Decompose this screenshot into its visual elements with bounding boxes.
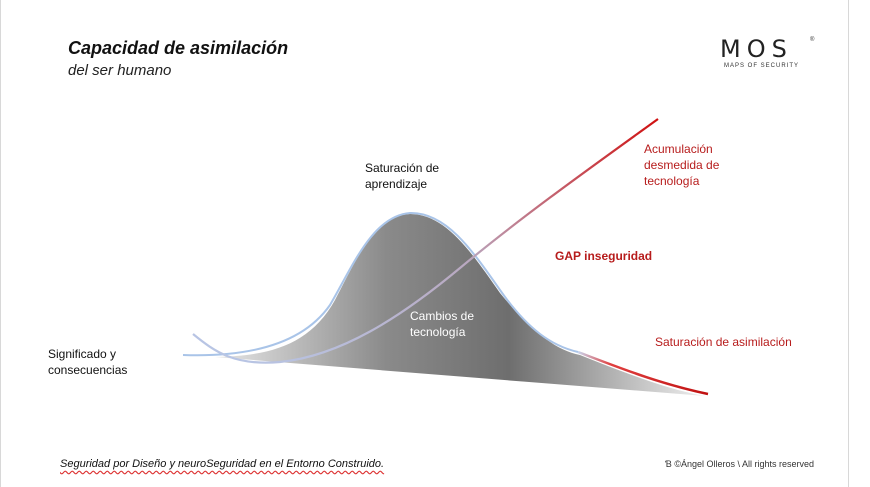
label-acumulacion: Acumulación desmedida de tecnología (644, 142, 720, 188)
footer-caption: Seguridad por Diseño y neuroSeguridad en… (60, 458, 385, 470)
label-saturacion-asimilacion: Saturación de asimilación (655, 335, 792, 349)
technology-accumulation-curve (192, 118, 659, 364)
assimilation-saturation-curve (577, 350, 709, 396)
right-border (848, 0, 849, 487)
page-title: Capacidad de asimilación (68, 38, 289, 58)
label-gap-inseguridad: GAP inseguridad (555, 249, 653, 263)
label-saturacion-aprendizaje: Saturación de aprendizaje (365, 161, 440, 191)
learning-curve (182, 211, 579, 357)
copyright-notice: Ɓ ©Ángel Olleros \ All rights reserved (665, 459, 815, 469)
left-border (0, 0, 1, 487)
page-subtitle: del ser humano (68, 62, 172, 79)
logo-mark: MOS (720, 35, 793, 63)
logo-tagline: MAPS OF SECURITY (724, 63, 800, 69)
learning-saturation-area (215, 214, 705, 396)
mos-logo: MOS ® MAPS OF SECURITY (720, 35, 820, 75)
logo-registered: ® (810, 37, 815, 43)
label-significado: Significado y consecuencias (48, 347, 128, 377)
label-cambios-tecnologia: Cambios de tecnología (410, 309, 475, 339)
